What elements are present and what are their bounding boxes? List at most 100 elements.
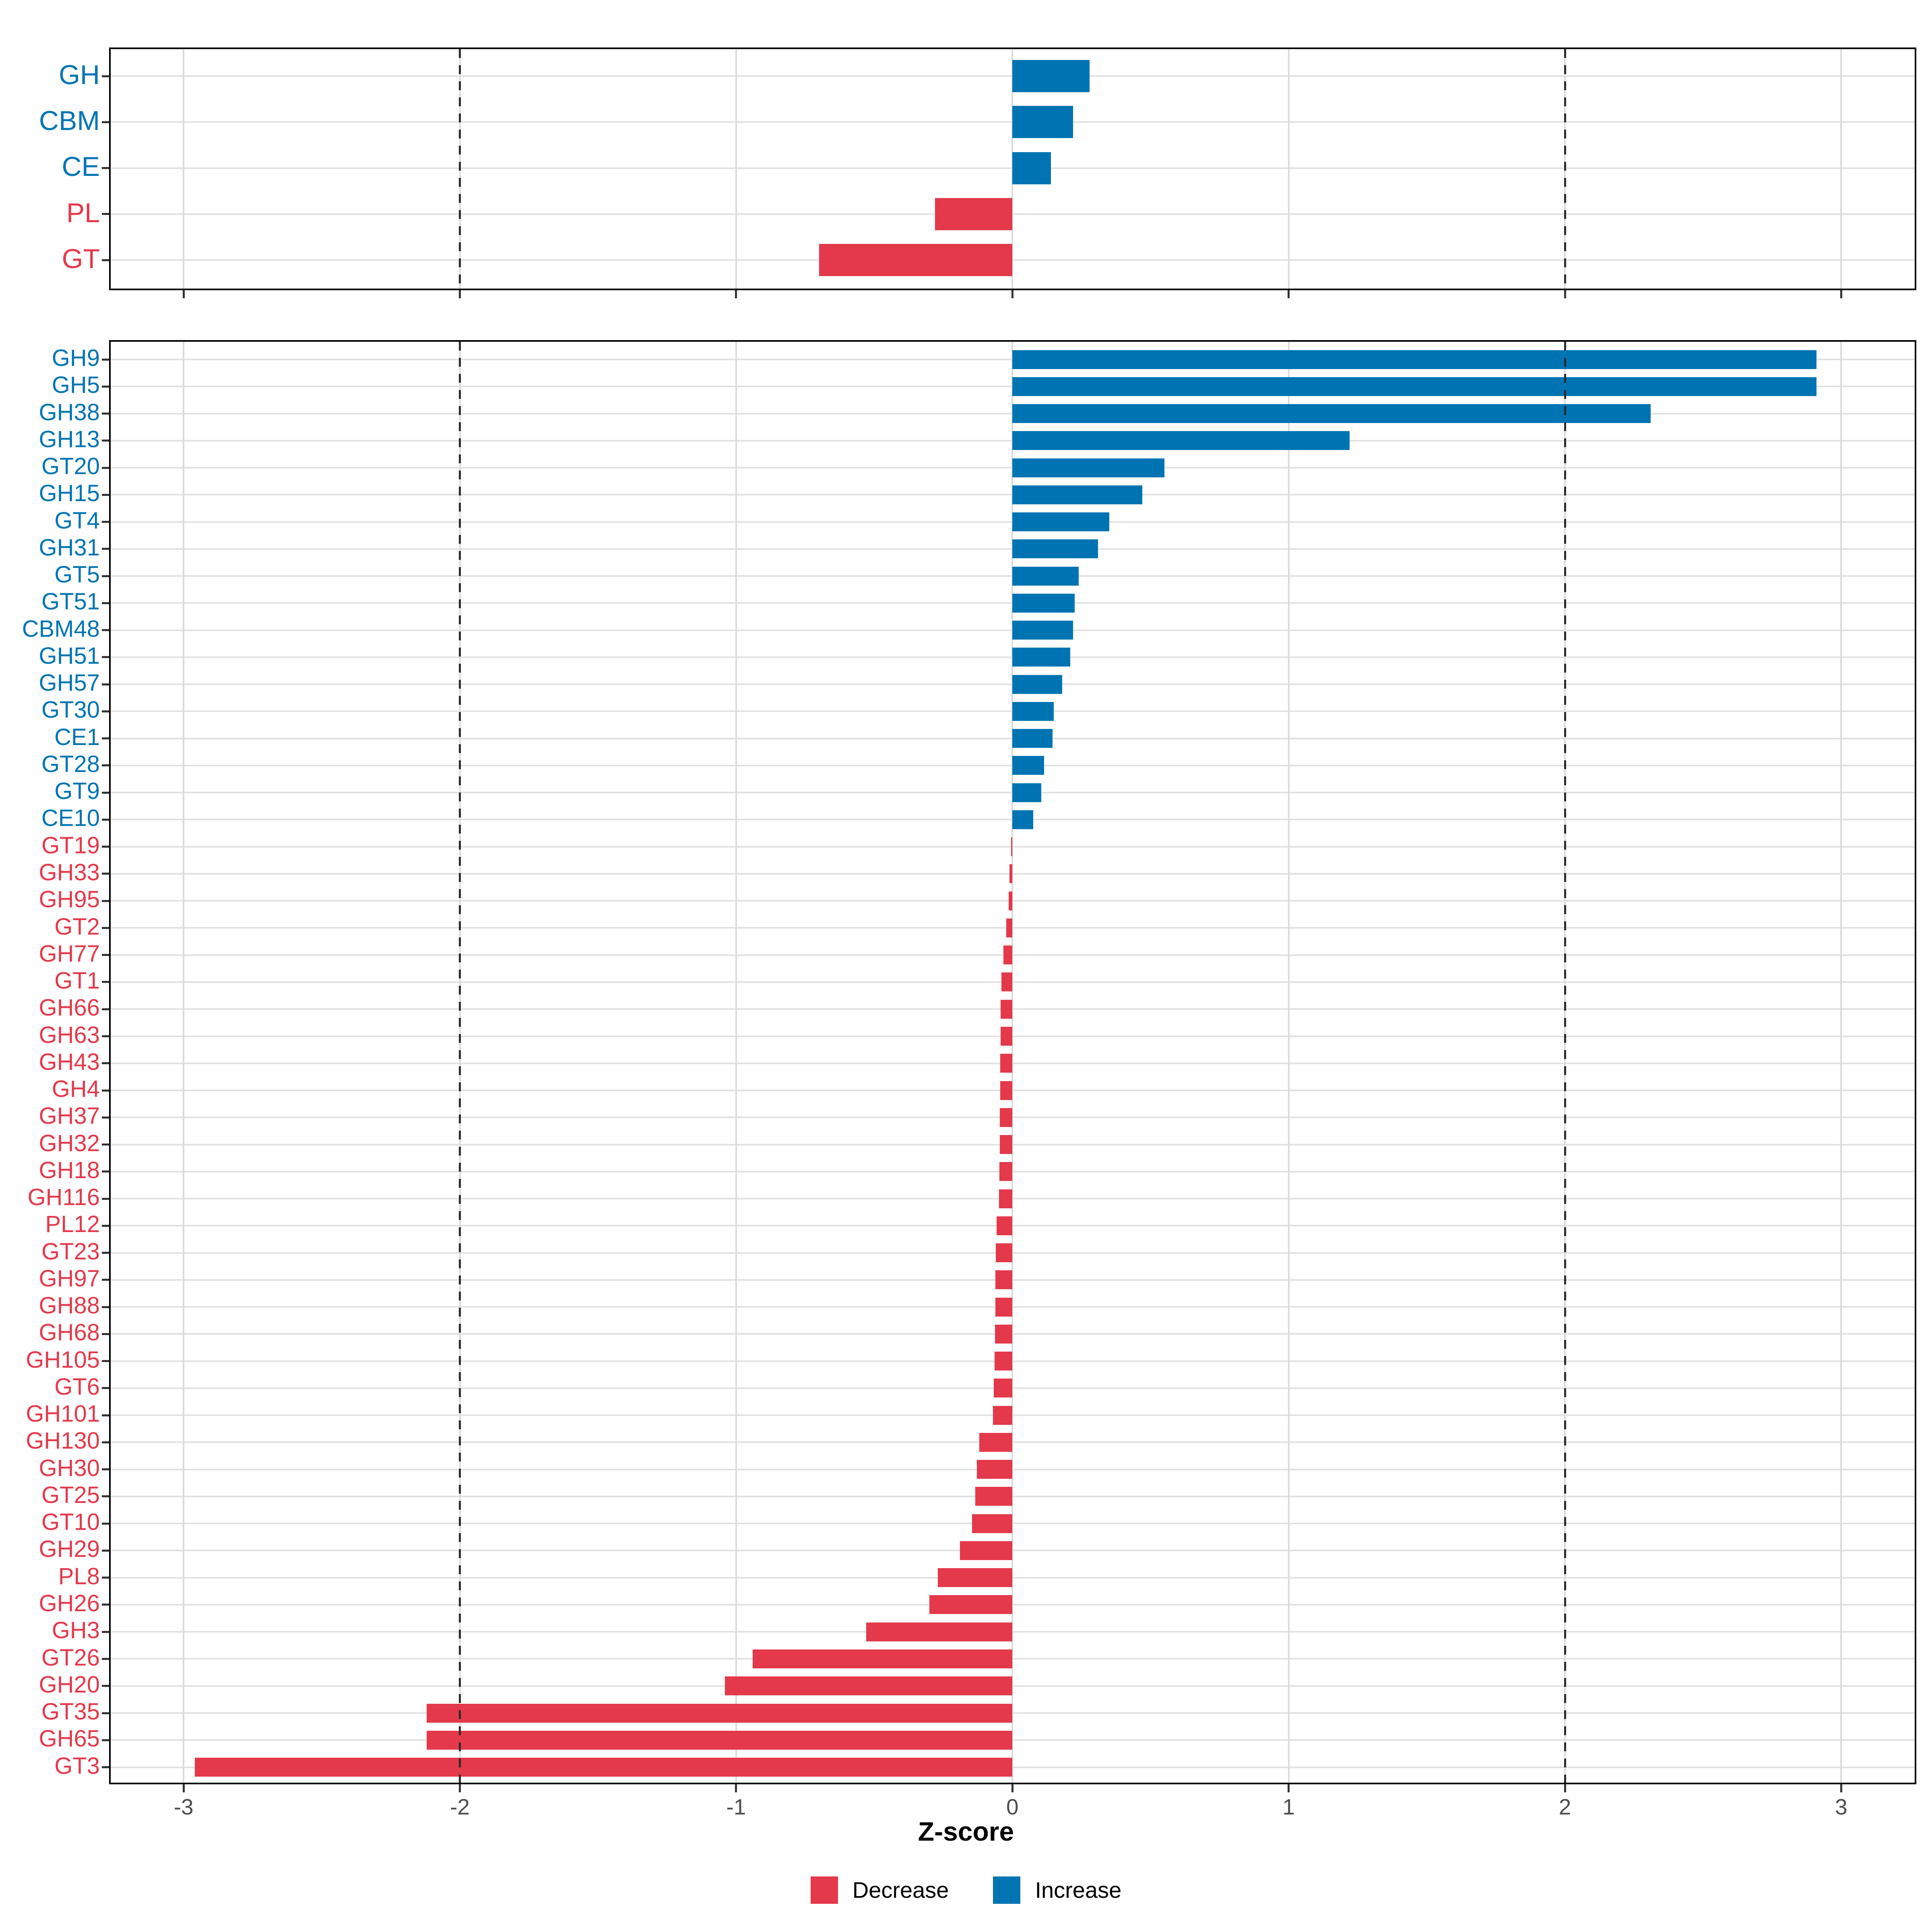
bar-decrease xyxy=(937,1568,1013,1587)
x-axis-tick xyxy=(1564,290,1566,298)
y-axis-tick xyxy=(102,1549,109,1552)
x-gridline xyxy=(1288,49,1290,289)
category-label: PL8 xyxy=(58,1563,100,1589)
bar-decrease xyxy=(753,1649,1013,1668)
y-axis-tick xyxy=(102,1035,109,1037)
category-label: GH116 xyxy=(27,1184,100,1211)
y-axis-tick xyxy=(102,1766,109,1769)
y-axis-tick xyxy=(102,1387,109,1389)
category-label: PL xyxy=(66,197,100,228)
category-label: GH xyxy=(59,59,100,90)
legend: Decrease Increase xyxy=(0,1876,1932,1904)
category-label: GH30 xyxy=(39,1455,100,1481)
y-axis-tick xyxy=(102,1144,109,1146)
bar-decrease xyxy=(972,1514,1013,1533)
legend-label-decrease: Decrease xyxy=(852,1877,949,1903)
bar-increase xyxy=(1012,648,1071,667)
x-axis-tick xyxy=(1288,290,1290,298)
bar-decrease xyxy=(1000,1027,1013,1046)
category-label: GT9 xyxy=(54,778,100,805)
category-label: PL12 xyxy=(45,1211,100,1238)
y-axis-tick xyxy=(102,1712,109,1714)
x-axis-tick xyxy=(735,290,737,298)
category-label: GH66 xyxy=(39,995,100,1021)
bar-decrease xyxy=(960,1541,1013,1560)
bar-increase xyxy=(1012,485,1142,504)
bar-decrease xyxy=(1009,864,1013,883)
bar-decrease xyxy=(995,1270,1013,1290)
bar-increase xyxy=(1012,377,1816,396)
x-gridline xyxy=(183,342,185,1783)
y-axis-tick xyxy=(102,1604,109,1606)
x-axis-tick xyxy=(182,1784,185,1792)
category-label: CBM xyxy=(39,105,100,136)
category-label: GH101 xyxy=(26,1401,100,1427)
bar-increase xyxy=(1012,458,1164,477)
bar-decrease xyxy=(1000,1081,1013,1100)
x-gridline xyxy=(1011,342,1013,1783)
category-label: GH88 xyxy=(39,1292,100,1319)
top-panel xyxy=(109,47,1916,290)
category-label: GH38 xyxy=(39,399,100,425)
dashed-reference-line xyxy=(459,49,461,289)
x-gridline xyxy=(183,49,185,289)
category-label: GH15 xyxy=(39,480,100,507)
bar-decrease xyxy=(996,1243,1013,1263)
y-axis-tick xyxy=(102,1522,109,1525)
y-axis-tick xyxy=(102,1739,109,1741)
bar-decrease xyxy=(977,1460,1013,1479)
y-axis-tick xyxy=(102,1306,109,1308)
bar-decrease xyxy=(427,1703,1013,1723)
bar-decrease xyxy=(999,1189,1013,1208)
dashed-reference-line xyxy=(1564,342,1566,1783)
y-axis-tick xyxy=(102,167,109,169)
category-label: CE10 xyxy=(41,805,100,832)
category-label: GH63 xyxy=(39,1022,100,1048)
x-axis-tick xyxy=(1564,1784,1566,1792)
y-axis-tick xyxy=(102,764,109,767)
bar-decrease xyxy=(1000,1054,1013,1073)
bar-decrease xyxy=(999,1162,1013,1181)
y-axis-tick xyxy=(102,1685,109,1687)
y-axis-tick xyxy=(102,493,109,496)
x-axis-tick xyxy=(1840,1784,1842,1792)
bar-decrease xyxy=(979,1432,1013,1452)
category-label: CE1 xyxy=(54,724,100,750)
category-label: GT3 xyxy=(54,1752,100,1779)
category-label: GH20 xyxy=(39,1671,100,1698)
bar-decrease xyxy=(194,1758,1013,1777)
category-label: GH4 xyxy=(52,1076,100,1102)
legend-swatch-increase xyxy=(993,1876,1021,1904)
bar-decrease xyxy=(993,1406,1013,1425)
category-label: GH31 xyxy=(39,534,100,561)
bar-increase xyxy=(1012,566,1079,586)
x-axis-tick xyxy=(735,1784,737,1792)
category-label: GH95 xyxy=(39,886,100,913)
y-axis-tick xyxy=(102,629,109,632)
bar-increase xyxy=(1012,106,1073,138)
category-label: GT20 xyxy=(41,453,100,480)
bar-decrease xyxy=(1011,837,1013,857)
bar-decrease xyxy=(1003,945,1013,965)
category-label: GH51 xyxy=(39,642,100,669)
x-axis-tick xyxy=(182,290,185,298)
bar-decrease xyxy=(935,198,1013,230)
y-axis-tick xyxy=(102,656,109,658)
category-label: GH65 xyxy=(39,1726,100,1752)
y-axis-tick xyxy=(102,121,109,123)
bar-decrease xyxy=(819,244,1013,277)
y-axis-tick xyxy=(102,1062,109,1065)
bar-decrease xyxy=(1009,891,1013,910)
y-axis-tick xyxy=(102,1414,109,1416)
category-label: GT51 xyxy=(41,588,100,615)
bar-increase xyxy=(1012,404,1651,423)
category-label: GH9 xyxy=(52,345,100,372)
y-axis-tick xyxy=(102,358,109,361)
bar-decrease xyxy=(1001,972,1013,992)
bar-increase xyxy=(1012,593,1075,613)
category-label: CE xyxy=(62,151,100,182)
y-axis-tick xyxy=(102,1657,109,1660)
x-axis-title: Z-score xyxy=(918,1816,1014,1846)
bar-increase xyxy=(1012,60,1090,92)
